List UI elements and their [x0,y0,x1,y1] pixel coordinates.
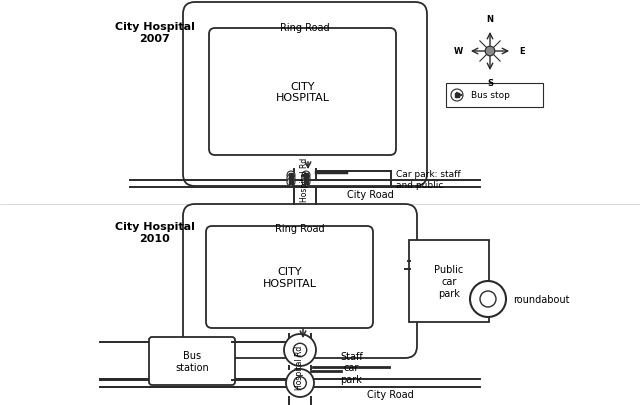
Circle shape [470,281,506,317]
FancyBboxPatch shape [206,226,373,328]
Text: City Hospital
2007: City Hospital 2007 [115,22,195,43]
FancyBboxPatch shape [183,3,427,187]
FancyBboxPatch shape [409,241,489,322]
Text: W: W [453,47,463,56]
Circle shape [287,179,295,187]
Circle shape [451,90,463,102]
Text: Hospital Rd: Hospital Rd [296,345,305,389]
Text: City Hospital
2010: City Hospital 2010 [115,222,195,243]
Text: City Road: City Road [347,190,394,200]
Text: Hospital Rd: Hospital Rd [301,158,310,202]
Text: N: N [486,15,493,24]
Circle shape [286,369,314,397]
FancyBboxPatch shape [183,205,417,358]
FancyBboxPatch shape [446,84,543,108]
Text: City Road: City Road [367,389,413,399]
Text: Car park: staff
and public: Car park: staff and public [396,170,461,189]
Text: Ring Road: Ring Road [275,224,325,233]
Text: Bus
station: Bus station [175,350,209,372]
Circle shape [480,291,496,307]
Text: Ring Road: Ring Road [280,23,330,33]
Circle shape [302,172,310,179]
Circle shape [284,334,316,366]
Circle shape [287,172,295,179]
FancyBboxPatch shape [149,337,235,385]
Circle shape [302,179,310,187]
Text: Staff
car
park: Staff car park [340,351,363,384]
Text: roundabout: roundabout [513,294,570,304]
Text: S: S [487,79,493,88]
Text: E: E [519,47,525,56]
Circle shape [302,175,310,183]
FancyBboxPatch shape [313,367,390,368]
FancyBboxPatch shape [209,29,396,156]
Circle shape [293,343,307,357]
Text: CITY
HOSPITAL: CITY HOSPITAL [262,266,317,288]
Circle shape [287,175,295,183]
Text: Bus stop: Bus stop [471,91,510,100]
Circle shape [294,377,307,389]
Text: Public
car
park: Public car park [435,265,463,298]
Circle shape [485,47,495,57]
Text: CITY
HOSPITAL: CITY HOSPITAL [275,81,330,103]
